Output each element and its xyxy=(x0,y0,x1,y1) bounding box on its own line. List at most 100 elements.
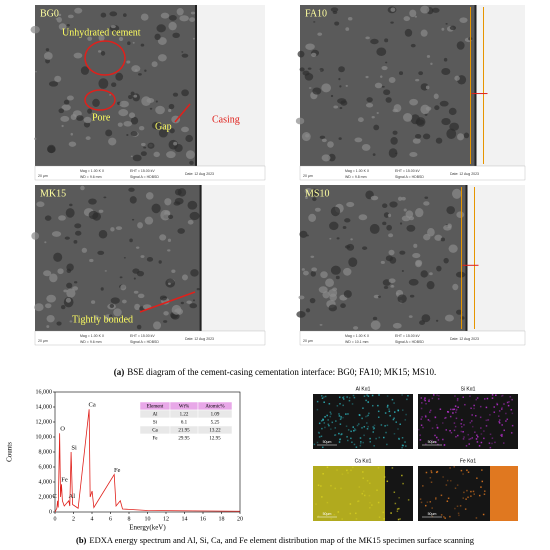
speckle xyxy=(342,398,345,400)
x-axis-label: Energy(keV) xyxy=(129,524,166,532)
speckle xyxy=(321,397,324,399)
info-bar xyxy=(299,165,526,181)
speckle xyxy=(345,425,348,427)
speckle xyxy=(315,503,317,505)
grain xyxy=(181,274,188,281)
grain xyxy=(58,108,65,114)
x-tick-label: 8 xyxy=(128,516,131,522)
map-bg xyxy=(418,394,518,449)
info-text: Date: 12 Aug 2023 xyxy=(185,337,214,341)
grain xyxy=(157,54,167,62)
speckle xyxy=(455,411,457,414)
speckle xyxy=(502,442,505,444)
grain xyxy=(163,311,169,316)
speckle xyxy=(481,480,484,483)
speckle xyxy=(436,394,438,396)
grain xyxy=(392,322,402,329)
speckle xyxy=(373,424,376,427)
grain xyxy=(381,85,385,88)
grain xyxy=(420,270,428,278)
grain xyxy=(345,27,350,31)
speckle xyxy=(383,476,386,478)
grain xyxy=(132,154,142,162)
speckle xyxy=(436,424,438,426)
speckle xyxy=(460,469,463,472)
grain xyxy=(174,197,184,205)
speckle xyxy=(501,424,503,426)
grain xyxy=(424,196,429,199)
caption: (b) EDXA energy spectrum and Al, Si, Ca, … xyxy=(76,535,475,545)
speckle xyxy=(393,402,395,404)
grain xyxy=(388,278,396,284)
speckle xyxy=(435,436,438,439)
grain xyxy=(70,114,77,120)
grain xyxy=(333,105,339,109)
speckle xyxy=(419,439,422,441)
grain xyxy=(70,132,74,136)
speckle xyxy=(363,395,366,397)
speckle xyxy=(471,420,473,422)
speckle xyxy=(333,513,336,516)
speckle xyxy=(440,494,443,497)
speckle xyxy=(507,404,510,407)
speckle xyxy=(356,424,359,427)
speckle xyxy=(359,442,362,445)
speckle xyxy=(324,395,327,398)
grain xyxy=(92,98,100,108)
speckle xyxy=(429,409,432,412)
speckle xyxy=(393,491,396,493)
grain xyxy=(440,237,446,242)
speckle xyxy=(313,443,316,446)
speckle xyxy=(510,432,513,434)
grain xyxy=(185,134,194,143)
speckle xyxy=(378,394,380,396)
speckle xyxy=(420,397,423,399)
grain xyxy=(30,25,40,34)
speckle xyxy=(455,436,457,438)
grain xyxy=(110,227,115,232)
grain xyxy=(34,71,38,73)
grain xyxy=(122,13,127,17)
grain xyxy=(186,300,192,304)
grain xyxy=(189,160,194,165)
table-text: 1.09 xyxy=(211,413,220,418)
grain xyxy=(173,141,178,146)
speckle xyxy=(398,507,400,510)
speckle xyxy=(501,408,503,410)
grain xyxy=(156,24,166,33)
grain xyxy=(430,62,433,65)
speckle xyxy=(461,419,463,421)
grain xyxy=(463,132,470,139)
grain xyxy=(88,198,97,205)
casing xyxy=(466,185,525,331)
speckle xyxy=(445,416,447,419)
grain xyxy=(387,213,392,218)
speckle xyxy=(401,437,404,439)
speckle xyxy=(462,473,464,475)
speckle xyxy=(509,395,512,398)
x-tick-label: 14 xyxy=(182,516,188,522)
grain xyxy=(151,121,162,130)
info-text: 20 µm xyxy=(38,174,48,178)
info-text: 20 µm xyxy=(303,339,313,343)
speckle xyxy=(352,466,354,469)
speckle xyxy=(501,435,503,437)
info-text: EHT = 15.00 kV xyxy=(130,334,155,338)
speckle xyxy=(335,420,337,422)
speckle xyxy=(361,417,363,420)
speckle xyxy=(466,489,468,492)
grain xyxy=(365,102,374,108)
grain xyxy=(115,72,124,81)
grain xyxy=(371,115,375,119)
grain xyxy=(61,124,64,128)
speckle xyxy=(425,471,428,474)
speckle xyxy=(321,496,323,498)
speckle xyxy=(398,496,400,499)
speckle xyxy=(486,397,489,400)
speckle xyxy=(362,477,364,479)
grain xyxy=(409,151,418,158)
speckle xyxy=(496,403,499,406)
speckle xyxy=(454,487,457,490)
grain xyxy=(370,320,381,330)
speckle xyxy=(431,515,434,518)
